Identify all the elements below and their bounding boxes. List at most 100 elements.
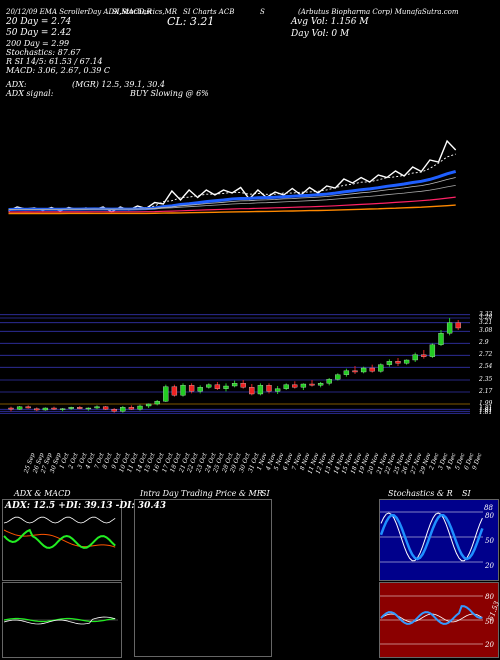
candle-body [120,407,126,412]
candle-body [369,367,375,372]
price-tick-label: 2.9 [479,339,489,347]
price-tick-label: 3.33 [479,310,493,318]
adx-values: (MGR) 12.5, 39.1, 30.4 [72,80,165,89]
ema-overview-chart [8,139,457,215]
candle-body [8,407,14,410]
day-vol-label: Day Vol: 0 M [291,29,350,39]
candle-body [68,407,74,409]
candle-body [240,383,246,388]
stoch-panel-title: Stochastics & R [388,489,453,498]
candle-body [206,384,212,388]
stoch-tick-20: 20 [485,562,494,570]
price-tick-label: 2.17 [479,388,493,395]
candle-body [257,385,264,395]
candle-body [378,364,384,372]
candle-body [446,322,453,334]
candle-body [343,370,350,375]
macd-panel [2,582,122,658]
candle-body [180,385,186,396]
adx-signal-label: ADX signal: [6,89,54,98]
candle-body [283,384,289,389]
candle-body [137,405,143,410]
intraday-panel [134,499,272,657]
price-tick-label: 1.81 [479,409,493,417]
candle-body [94,406,100,409]
candle-body [326,379,332,384]
stoch-value: 88 [484,504,493,512]
candle-body [154,401,160,405]
candle-body [429,344,436,357]
candle-body [403,359,410,364]
stoch-d-line [379,513,484,561]
header-right: (Arbutus Biopharma Corp) MunafaSutra.com [298,8,459,16]
candle-body [352,370,358,373]
candle-body [163,386,169,402]
stoch-tick-50: 50 [485,537,494,545]
price-tick-label: 3.08 [479,327,493,335]
candle-body [51,407,57,410]
price-tick-label: 3.28 [479,314,493,321]
macd-signal-line [3,617,116,623]
close-label: CL: 3.21 [167,15,215,28]
header-mid: SI,Stochastics,MR [112,8,178,16]
candle-body [309,383,315,386]
header-left: 20/12/09 EMA ScrollerDay ADX,MACD,R [6,8,152,16]
avg-vol-label: Avg Vol: 1.156 M [291,17,369,27]
candle-body [85,407,92,410]
adx-panel-title: ADX & MACD [14,489,71,498]
candle-body [335,374,341,380]
candle-body [249,387,255,395]
buy-signal: BUY Slowing @ 6% [130,89,209,98]
ema-fast-line [8,153,456,210]
candle-body [111,409,117,412]
stoch-tick-80: 80 [485,512,494,520]
price-tick-label: 1.81 [479,405,493,413]
candle-body [42,407,49,411]
ema-50-line [8,185,456,210]
candle-body [188,385,195,392]
macd-label: MACD: 3.06, 2.67, 0.39 C [6,66,111,75]
ema-200-line [8,204,456,215]
macd-line [3,616,116,625]
candle-body [438,333,444,345]
candle-body [214,384,221,389]
candle-body [59,408,66,410]
ema20-label: 20 Day = 2.74 [6,17,72,27]
price-tick-label: 2.35 [479,376,493,383]
candle-body [421,354,427,357]
candlestick-chart [0,314,470,414]
price-tick-label: 1.99 [479,400,493,407]
candle-body [128,407,135,410]
adx-readout: ADX: 12.5 +DI: 39.13 -DI: 30.43 [5,501,166,511]
candle-body [34,408,40,411]
candle-body [386,361,393,365]
adx-label: ADX: [6,80,27,89]
header-mid3: S [260,8,265,16]
rsi-tick-20: 20 [485,641,494,649]
price-tick-label: 3.21 [479,318,493,326]
adx-panel [2,499,122,581]
candle-body [395,361,401,364]
rsi-line [380,605,483,625]
candle-body [455,322,461,329]
stoch-label: Stochastics: 87.67 [6,48,81,57]
intra-panel-title: Intra Day Trading Price & MR [140,489,263,498]
candle-body [300,383,307,388]
rsi-tick-50: 50 [485,618,494,626]
intra-si-label: SI [261,489,270,498]
candle-body [360,367,367,373]
candle-body [412,354,418,361]
ema200-label: 200 Day = 2.99 [6,39,70,48]
stoch-si-label: SI [462,489,471,498]
candle-body [145,403,152,407]
candle-body [77,407,83,409]
candle-body [102,406,109,410]
ema-100-line [8,196,456,213]
stochastics-panel [379,499,499,581]
adx-line [3,516,116,524]
price-tick-label: 2.72 [479,351,493,359]
candle-body [16,406,23,410]
price-tick-label: 1.81 [479,407,493,415]
candle-body [223,385,229,389]
